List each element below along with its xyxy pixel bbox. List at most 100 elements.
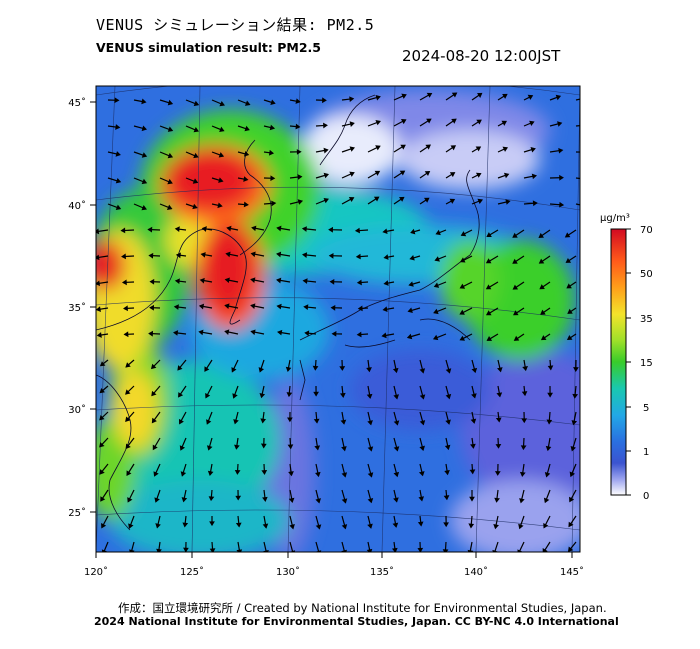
wind-arrow-head — [198, 303, 205, 310]
wind-arrow-head — [407, 307, 413, 314]
wind-arrow-head — [477, 92, 483, 98]
wind-arrow-head — [115, 151, 121, 157]
wind-arrow-head — [126, 470, 132, 476]
wind-arrow-head — [251, 225, 257, 232]
wind-arrow-head — [99, 415, 105, 421]
wind-arrow-head — [475, 146, 482, 152]
wind-arrow-head — [269, 124, 276, 131]
wind-arrow-head — [469, 469, 476, 475]
wind-arrow-head — [141, 178, 148, 185]
wind-arrow-head — [232, 393, 238, 399]
wind-arrow-head — [529, 120, 535, 127]
wind-arrow-head — [323, 172, 329, 179]
wind-arrow-head — [485, 258, 492, 264]
wind-arrow-head — [469, 496, 475, 502]
colorbar-legend: μg/m³ 70 50 35 15 5 1 0 — [600, 213, 653, 502]
wind-arrow-head — [494, 471, 501, 476]
wind-arrow-head — [357, 305, 363, 312]
wind-arrow-head — [244, 100, 251, 106]
wind-arrow-head — [206, 445, 213, 451]
longitude-axis: 120˚ 125˚ 130˚ 135˚ 140˚ 145˚ — [84, 552, 584, 578]
copyright-line: 2024 National Institute for Environmenta… — [94, 615, 619, 628]
wind-arrow — [575, 177, 580, 180]
wind-arrow-head — [392, 522, 399, 528]
wind-arrow-head — [459, 283, 466, 289]
wind-vectors — [96, 92, 588, 552]
wind-arrow-head — [128, 523, 134, 529]
lon-tick-label: 120˚ — [84, 566, 108, 578]
colorbar-level: 0 — [643, 491, 649, 502]
wind-arrow-head — [391, 547, 398, 552]
wind-arrow-head — [445, 393, 452, 400]
wind-arrow-head — [366, 548, 373, 552]
wind-arrow-head — [101, 522, 107, 529]
wind-arrow-head — [141, 152, 148, 158]
wind-arrow-head — [442, 549, 449, 552]
wind-arrow-head — [449, 198, 456, 204]
wind-arrow-head — [199, 277, 205, 284]
wind-arrow-head — [339, 392, 346, 398]
wind-arrow-head — [519, 498, 525, 504]
wind-arrow-head — [148, 330, 154, 337]
wind-arrow-head — [193, 126, 199, 133]
wind-arrow-head — [585, 204, 588, 208]
wind-arrow-head — [183, 547, 189, 552]
wind-arrow-head — [401, 93, 407, 99]
wind-arrow-head — [366, 367, 372, 373]
wind-arrow-head — [270, 175, 276, 182]
wind-arrow-head — [192, 178, 199, 184]
wind-arrow-head — [418, 471, 425, 477]
wind-arrow-head — [527, 94, 534, 100]
wind-arrow-head — [96, 306, 101, 312]
wind-arrow-head — [349, 96, 355, 103]
wind-arrow-head — [315, 524, 322, 530]
wind-arrow-head — [468, 523, 475, 529]
wind-arrow-head — [502, 93, 508, 99]
wind-arrow-head — [276, 277, 282, 284]
colorbar-level: 15 — [640, 358, 653, 369]
wind-arrow-head — [250, 251, 256, 258]
wind-arrow-head — [459, 309, 465, 315]
wind-arrow-head — [262, 496, 268, 502]
wind-arrow-head — [569, 496, 575, 503]
wind-arrow-head — [167, 178, 173, 185]
wind-arrow-head — [565, 257, 572, 263]
wind-arrow-head — [224, 277, 230, 284]
wind-arrow-head — [258, 367, 265, 373]
wind-arrow-head — [424, 170, 431, 177]
wind-arrow-head — [432, 334, 439, 341]
wind-arrow-head — [451, 118, 457, 124]
wind-arrow-head — [538, 258, 545, 264]
wind-arrow — [575, 203, 580, 206]
wind-arrow-head — [167, 99, 174, 106]
colorbar-unit: μg/m³ — [600, 213, 630, 224]
wind-arrow-head — [277, 329, 283, 336]
wind-arrow-head — [382, 306, 388, 313]
wind-arrow-head — [512, 258, 518, 264]
wind-arrow-head — [177, 365, 183, 371]
wind-arrow-head — [399, 170, 406, 176]
wind-arrow-head — [568, 521, 574, 528]
wind-arrow-head — [470, 443, 476, 449]
wind-arrow-head — [521, 418, 528, 424]
wind-arrow-head — [540, 335, 547, 341]
wind-arrow-head — [393, 420, 400, 426]
wind-arrow-head — [367, 498, 374, 504]
wind-arrow-head — [392, 367, 399, 374]
wind-arrow-head — [496, 392, 503, 398]
wind-arrow-head — [209, 521, 215, 527]
wind-arrow-head — [123, 305, 128, 312]
wind-arrow-head — [512, 232, 518, 238]
wind-arrow-head — [243, 176, 249, 182]
wind-arrow-head — [486, 335, 493, 341]
lat-tick-label: 30˚ — [68, 404, 86, 416]
wind-arrow-head — [495, 443, 502, 449]
wind-arrow-head — [367, 472, 374, 478]
wind-arrow-head — [426, 92, 433, 98]
wind-arrow-head — [419, 445, 425, 452]
wind-arrow-head — [297, 174, 303, 180]
colorbar-level: 70 — [640, 225, 653, 236]
wind-arrow-head — [341, 498, 348, 504]
wind-arrow-head — [485, 284, 492, 290]
